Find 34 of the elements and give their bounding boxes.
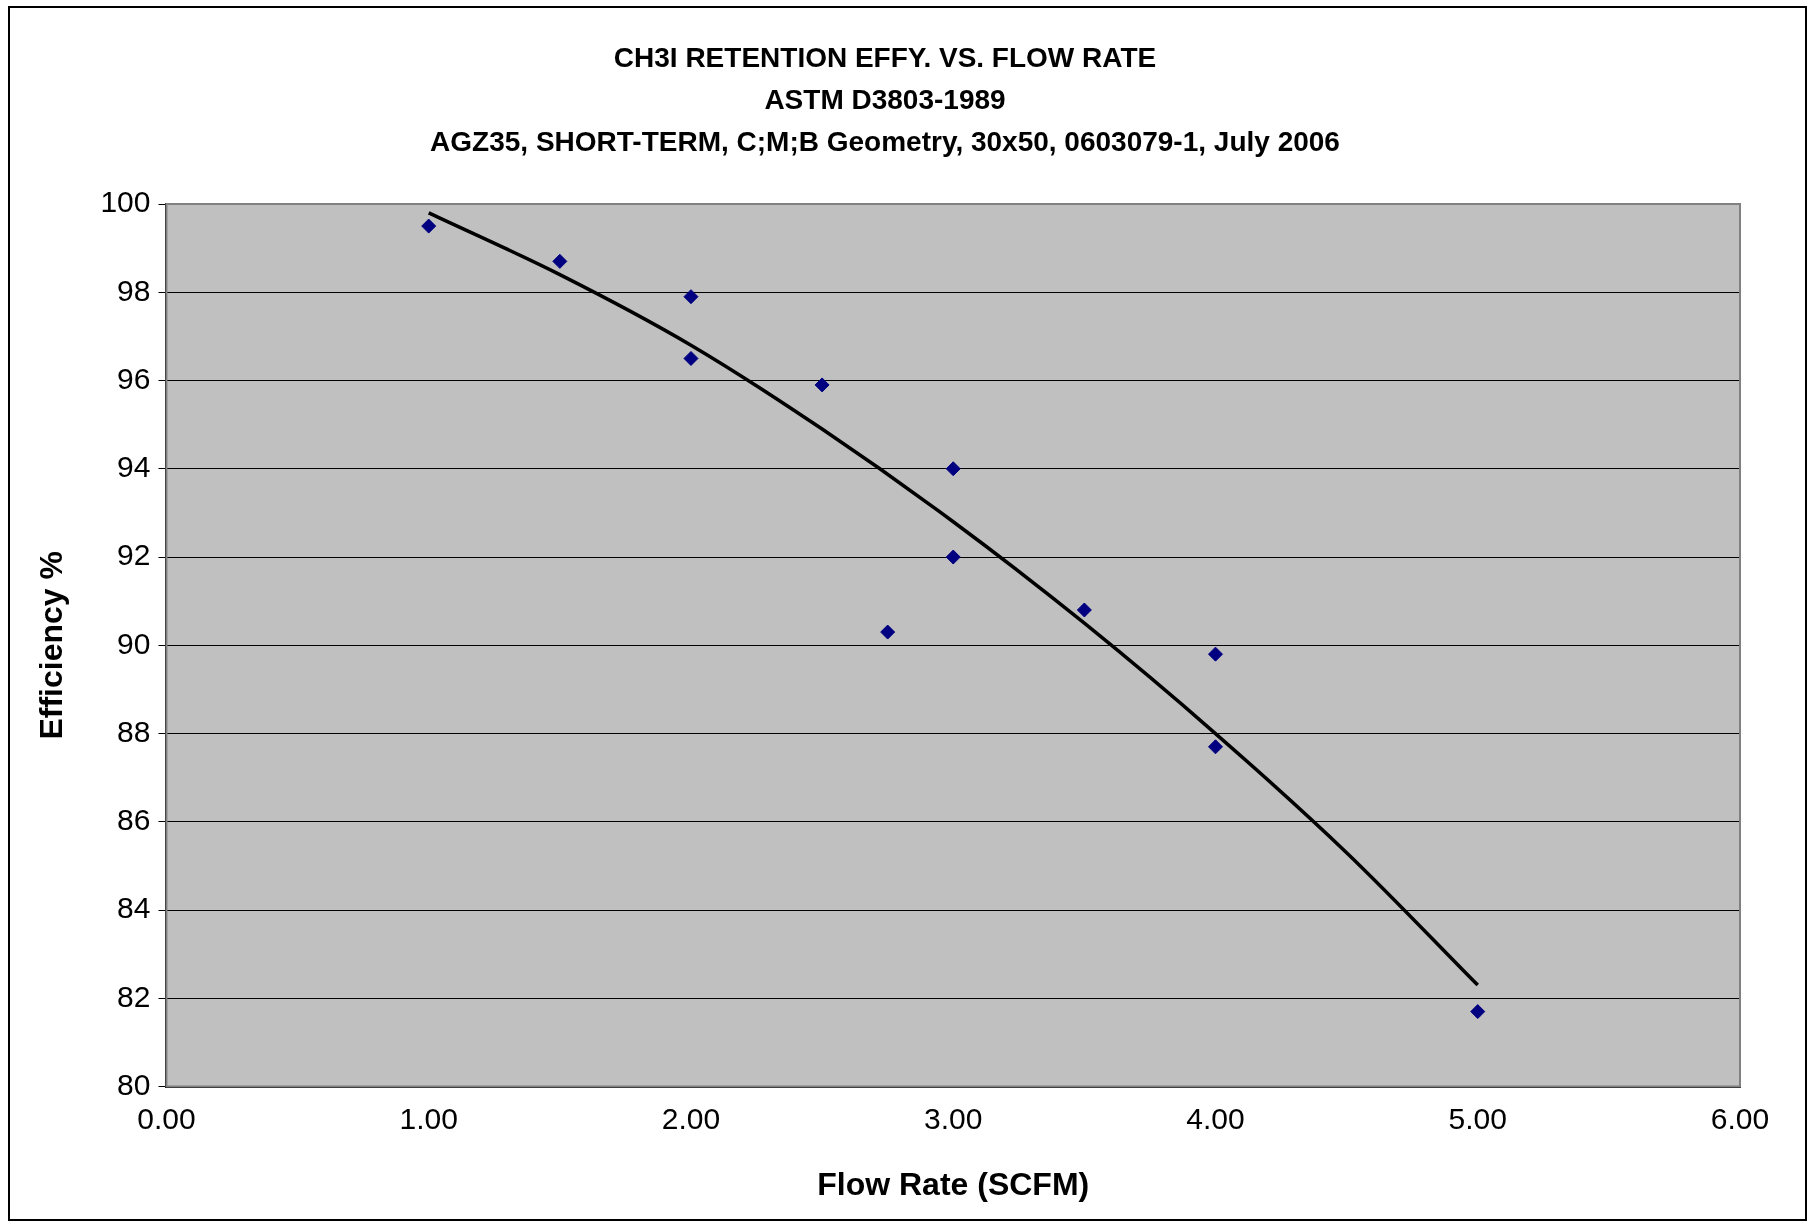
point <box>880 624 896 640</box>
x-tick-label: 4.00 <box>1186 1101 1245 1135</box>
y-axis-title: Efficiency % <box>33 551 70 740</box>
x-axis-title: Flow Rate (SCFM) <box>817 1165 1090 1202</box>
point <box>1076 602 1092 618</box>
x-tick-label: 0.00 <box>137 1101 196 1135</box>
y-tick-label: 92 <box>117 538 151 572</box>
chart-subtitle: ASTM D3803-1989 AGZ35, SHORT-TERM, C;M;B Geometry, 30x50, 0603079-1, July 2006 <box>430 83 1340 157</box>
y-tick-label: 90 <box>117 626 151 660</box>
y-tick-label: 88 <box>117 714 151 748</box>
point <box>683 289 699 305</box>
x-tick-label: 5.00 <box>1448 1101 1507 1135</box>
y-tick-label: 98 <box>117 273 151 307</box>
x-tick-label: 3.00 <box>924 1101 983 1135</box>
point <box>1207 739 1223 755</box>
y-tick-label: 96 <box>117 361 151 395</box>
y-tick-label: 94 <box>117 450 151 484</box>
y-tick-label: 80 <box>117 1067 151 1101</box>
point <box>1207 646 1223 662</box>
point <box>421 218 437 234</box>
chart-title: CH3I RETENTION EFFY. VS. FLOW RATE <box>613 41 1157 73</box>
y-tick-label: 82 <box>117 979 151 1013</box>
point <box>945 549 961 565</box>
y-tick-label: 100 <box>100 185 151 219</box>
x-tick-label: 6.00 <box>1710 1101 1770 1135</box>
point <box>1470 1004 1486 1020</box>
y-tick-label: 86 <box>117 803 151 837</box>
point <box>814 377 830 393</box>
point <box>683 350 699 366</box>
point <box>945 461 961 477</box>
y-tick-label: 84 <box>117 891 151 925</box>
point <box>552 253 568 269</box>
x-tick-label: 2.00 <box>661 1101 721 1135</box>
x-tick-label: 1.00 <box>399 1101 458 1135</box>
